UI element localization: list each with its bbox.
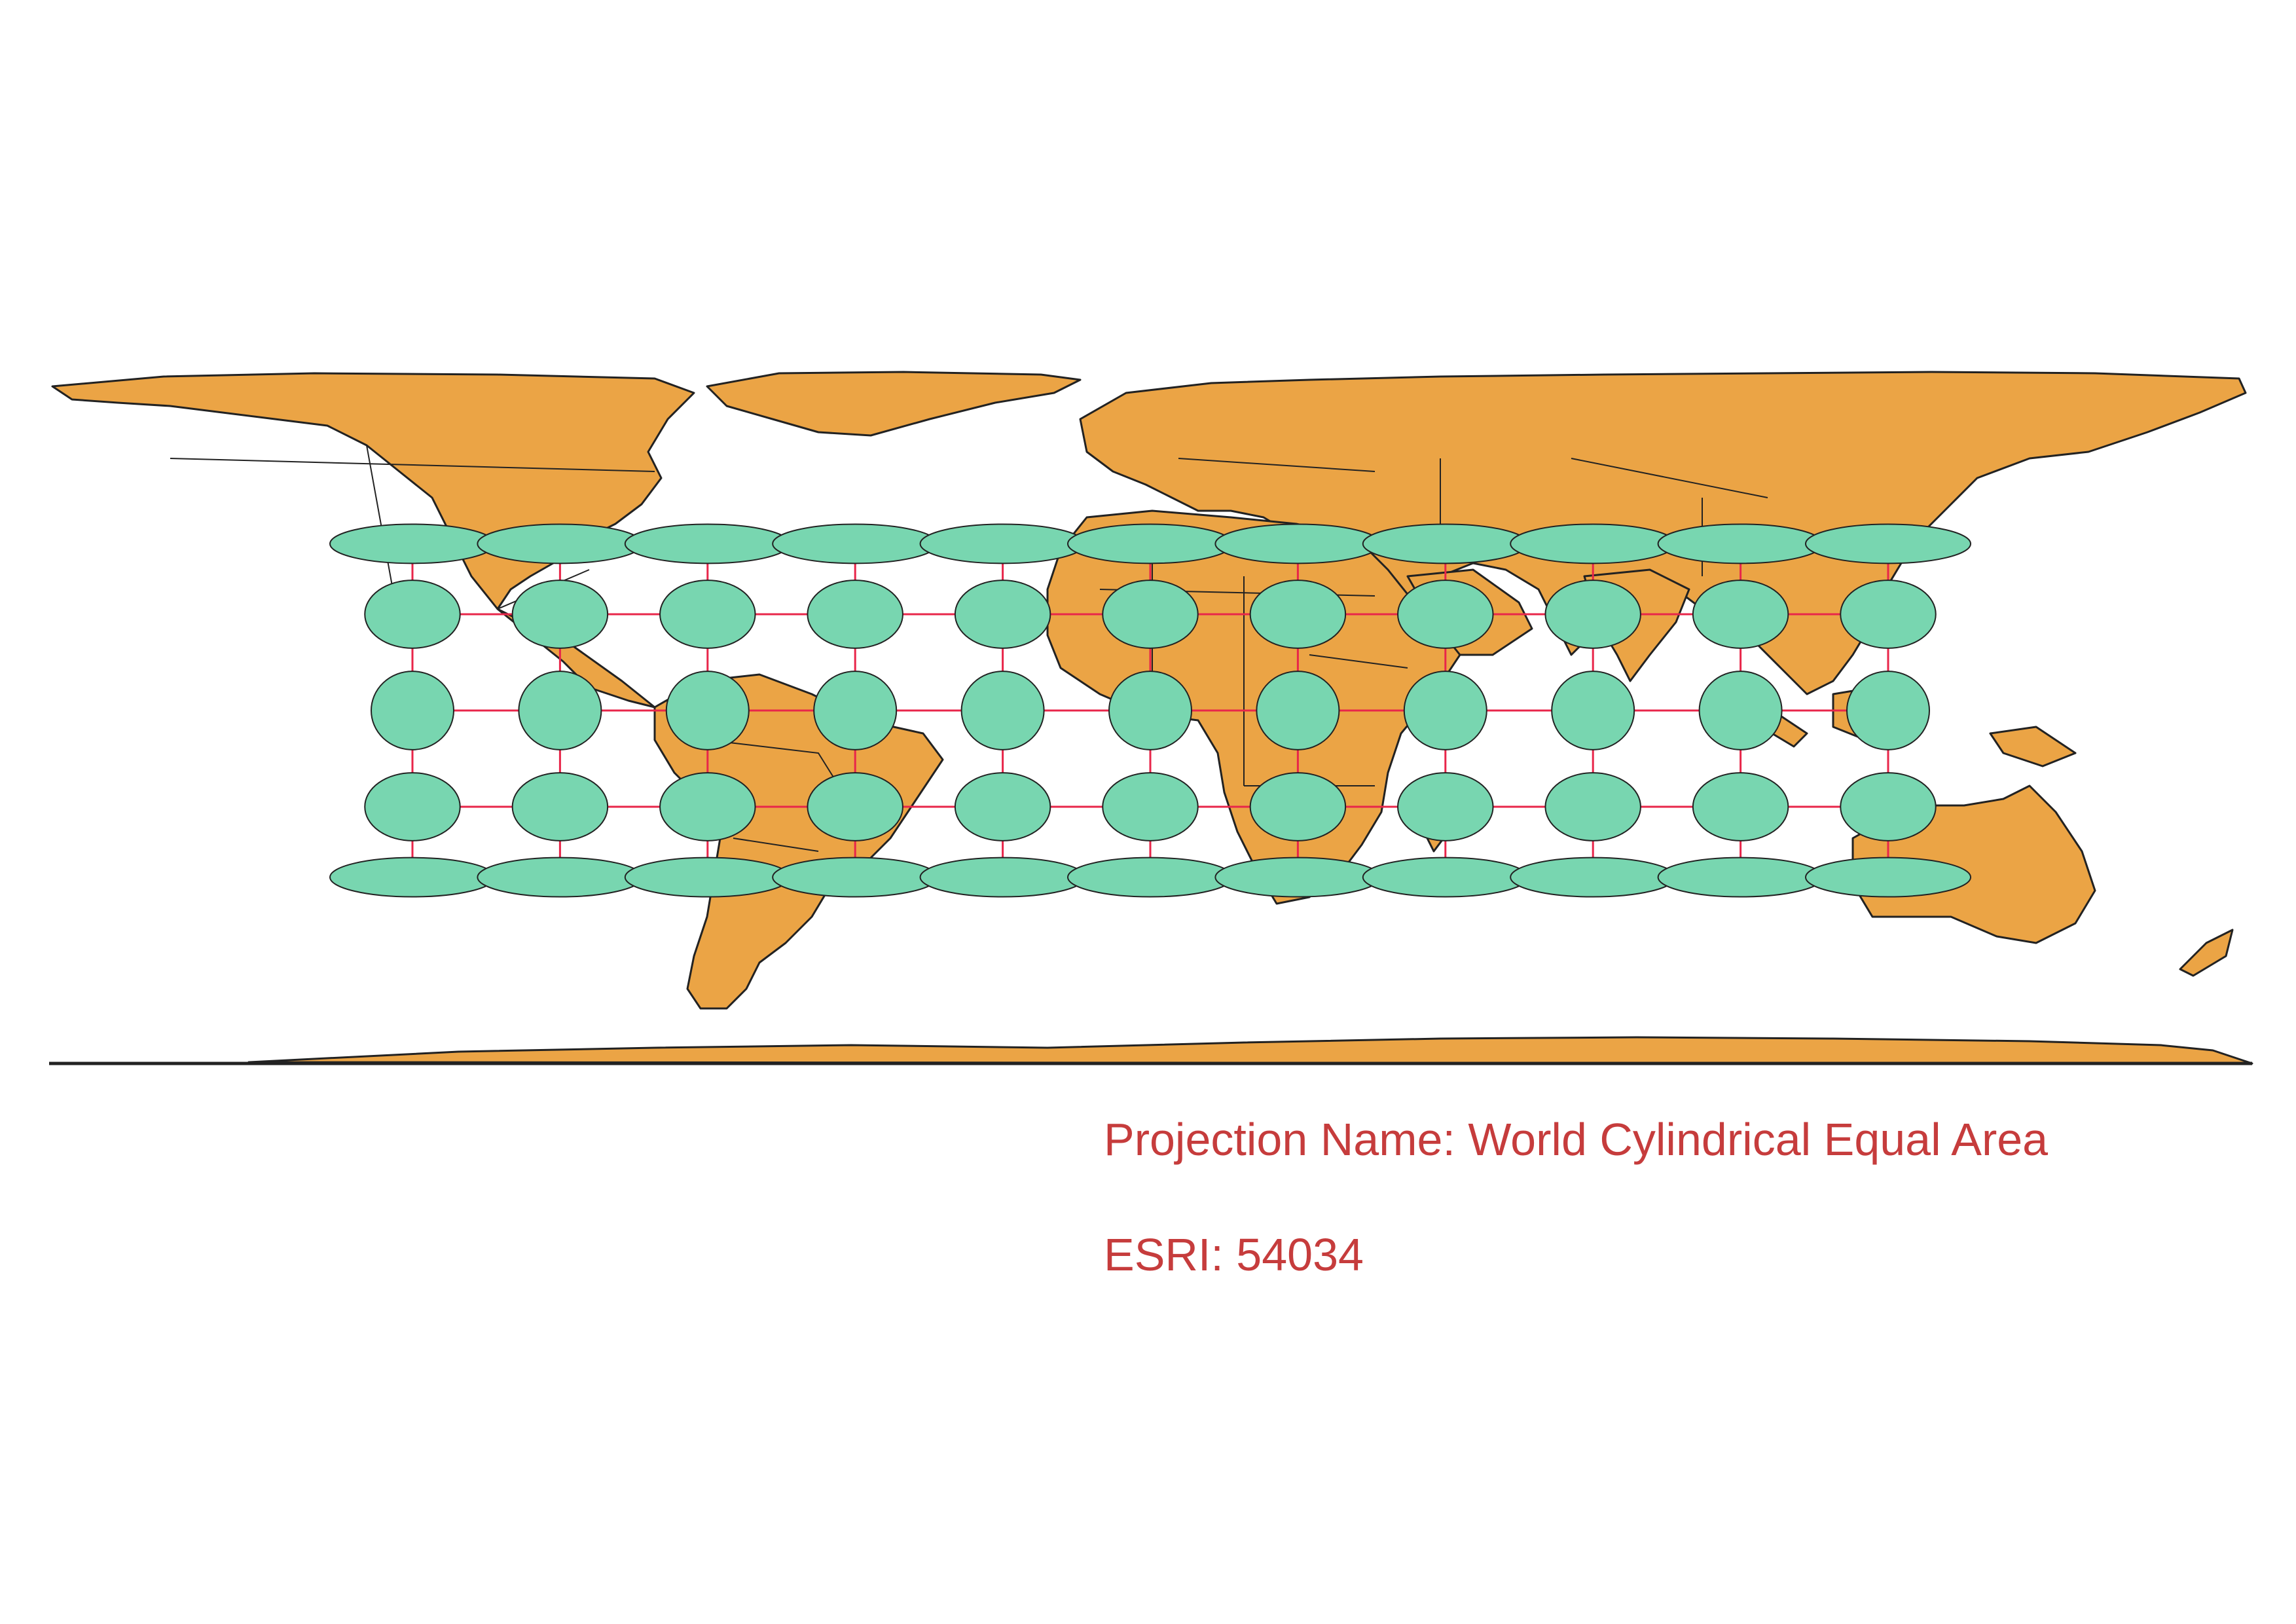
tissot-ellipse — [624, 857, 791, 898]
tissot-ellipse — [665, 671, 750, 750]
tissot-ellipse — [1657, 523, 1824, 564]
tissot-ellipse — [364, 580, 461, 649]
world-map — [49, 371, 2253, 1065]
tissot-ellipse — [1805, 523, 1971, 564]
tissot-ellipse — [772, 523, 939, 564]
new-zealand — [2179, 929, 2234, 977]
tissot-ellipse — [960, 671, 1045, 750]
tissot-ellipse — [919, 523, 1086, 564]
tissot-ellipse — [511, 580, 609, 649]
projection-code-label: ESRI: 54034 — [1104, 1229, 1364, 1280]
tissot-ellipse — [1067, 857, 1233, 898]
north-america — [51, 372, 695, 709]
tissot-ellipse — [659, 772, 756, 841]
tissot-ellipse — [1397, 580, 1494, 649]
tissot-ellipse — [518, 671, 602, 750]
tissot-ellipse — [954, 580, 1051, 649]
tissot-ellipse — [1698, 671, 1783, 750]
tissot-ellipse — [1510, 523, 1677, 564]
tissot-ellipse — [807, 580, 903, 649]
tissot-ellipse — [329, 523, 496, 564]
new-guinea — [1989, 726, 2077, 767]
tissot-ellipse — [1067, 523, 1233, 564]
tissot-ellipse — [1214, 523, 1381, 564]
tissot-ellipse — [1102, 772, 1199, 841]
tissot-ellipse — [1544, 772, 1641, 841]
tissot-ellipse — [1256, 671, 1340, 750]
tissot-ellipse — [919, 857, 1086, 898]
tissot-ellipse — [477, 523, 644, 564]
tissot-ellipse — [1362, 857, 1529, 898]
tissot-ellipse — [1692, 580, 1789, 649]
antarctica — [247, 1036, 2253, 1065]
tissot-ellipse — [624, 523, 791, 564]
tissot-ellipse — [1102, 580, 1199, 649]
tissot-ellipse — [1840, 772, 1937, 841]
tissot-ellipse — [1510, 857, 1677, 898]
tissot-ellipse — [1214, 857, 1381, 898]
tissot-ellipse — [659, 580, 756, 649]
tissot-ellipse — [1362, 523, 1529, 564]
tissot-ellipse — [1249, 580, 1347, 649]
tissot-ellipse — [1657, 857, 1824, 898]
tissot-ellipse — [1544, 580, 1641, 649]
tissot-ellipse — [1403, 671, 1487, 750]
tissot-ellipse — [1840, 580, 1937, 649]
tissot-ellipse — [371, 671, 454, 750]
tissot-ellipse — [364, 772, 461, 841]
tissot-ellipse — [807, 772, 903, 841]
projection-name-label: Projection Name: World Cylindrical Equal… — [1104, 1114, 2049, 1165]
tissot-ellipse — [772, 857, 939, 898]
tissot-ellipse — [1108, 671, 1192, 750]
tissot-ellipse — [1551, 671, 1635, 750]
tissot-ellipse — [1397, 772, 1494, 841]
tissot-ellipse — [1249, 772, 1347, 841]
tissot-ellipse — [813, 671, 898, 750]
tissot-ellipse — [1805, 857, 1971, 898]
tissot-ellipse — [1846, 671, 1930, 750]
greenland — [706, 371, 1082, 437]
tissot-ellipse — [954, 772, 1051, 841]
tissot-indicatrices — [329, 523, 1971, 898]
tissot-ellipse — [1692, 772, 1789, 841]
tissot-ellipse — [477, 857, 644, 898]
tissot-ellipse — [511, 772, 609, 841]
tissot-ellipse — [329, 857, 496, 898]
